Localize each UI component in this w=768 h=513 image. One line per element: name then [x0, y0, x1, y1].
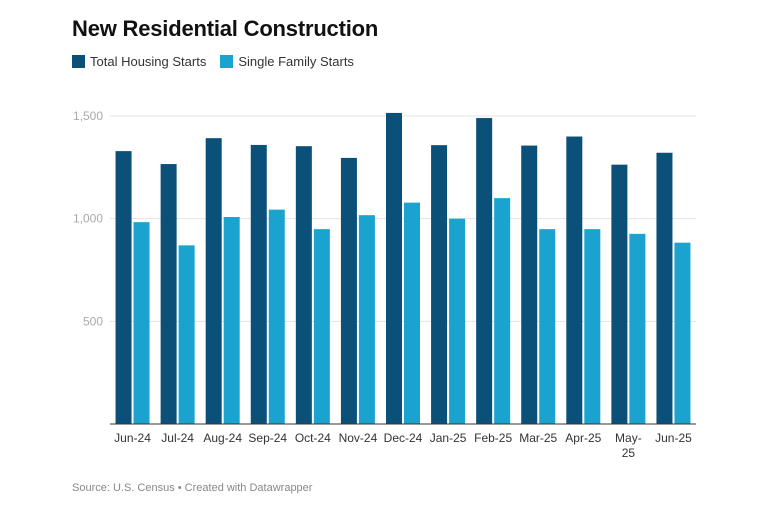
bar-single-family-starts-oct-24 — [313, 229, 330, 424]
x-tick-label: Jan-25 — [430, 431, 467, 445]
x-tick-label: Oct-24 — [295, 431, 331, 445]
y-tick-label: 500 — [83, 314, 103, 328]
legend-label-total-housing-starts: Total Housing Starts — [90, 54, 207, 69]
legend: Total Housing Starts Single Family Start… — [72, 54, 368, 69]
bar-total-housing-starts-jun-24 — [115, 151, 132, 424]
bar-single-family-starts-apr-25 — [584, 229, 601, 424]
x-tick-label: May-25 — [615, 431, 642, 460]
bar-single-family-starts-sep-24 — [268, 209, 285, 424]
bar-single-family-starts-dec-24 — [404, 202, 420, 424]
x-tick-label: Jun-24 — [114, 431, 151, 445]
bar-single-family-starts-jul-24 — [178, 245, 195, 424]
bar-single-family-starts-jun-25 — [674, 242, 691, 424]
bar-total-housing-starts-jan-25 — [431, 145, 448, 424]
bar-total-housing-starts-jun-25 — [656, 152, 673, 424]
source-note: Source: U.S. Census • Created with Dataw… — [72, 482, 313, 494]
x-tick-label: Mar-25 — [519, 431, 557, 445]
x-tick-label: Jun-25 — [655, 431, 692, 445]
bar-total-housing-starts-aug-24 — [205, 138, 222, 424]
legend-item-total-housing-starts: Total Housing Starts — [72, 54, 206, 69]
bar-single-family-starts-aug-24 — [223, 217, 240, 424]
bar-single-family-starts-feb-25 — [494, 198, 511, 424]
y-tick-label: 1,500 — [73, 109, 103, 123]
y-tick-label: 1,000 — [73, 212, 103, 226]
x-tick-label: Apr-25 — [565, 431, 601, 445]
bar-single-family-starts-jun-24 — [133, 222, 150, 424]
bar-total-housing-starts-jul-24 — [160, 164, 177, 424]
bar-total-housing-starts-apr-25 — [566, 136, 583, 425]
bar-total-housing-starts-sep-24 — [250, 144, 267, 424]
bar-total-housing-starts-dec-24 — [386, 112, 402, 425]
bar-single-family-starts-nov-24 — [358, 215, 375, 424]
legend-label-single-family-starts: Single Family Starts — [238, 54, 354, 69]
legend-swatch-single-family-starts — [220, 55, 234, 68]
x-tick-label: Feb-25 — [474, 431, 512, 445]
bar-total-housing-starts-may-25 — [611, 164, 628, 424]
bar-single-family-starts-jan-25 — [449, 218, 466, 424]
x-tick-label: Aug-24 — [203, 431, 242, 445]
legend-item-single-family-starts: Single Family Starts — [220, 54, 354, 69]
bar-total-housing-starts-nov-24 — [340, 157, 357, 424]
bar-total-housing-starts-oct-24 — [295, 146, 312, 424]
bar-single-family-starts-mar-25 — [539, 229, 556, 424]
bar-single-family-starts-may-25 — [629, 233, 646, 424]
bar-total-housing-starts-mar-25 — [521, 145, 538, 424]
legend-swatch-total-housing-starts — [72, 55, 85, 68]
chart-title: New Residential Construction — [72, 16, 379, 41]
x-tick-label: Sep-24 — [248, 431, 287, 445]
bar-total-housing-starts-feb-25 — [476, 118, 493, 424]
x-tick-label: Dec-24 — [384, 431, 423, 445]
x-tick-label: Nov-24 — [339, 431, 378, 445]
x-tick-label: Jul-24 — [161, 431, 194, 445]
